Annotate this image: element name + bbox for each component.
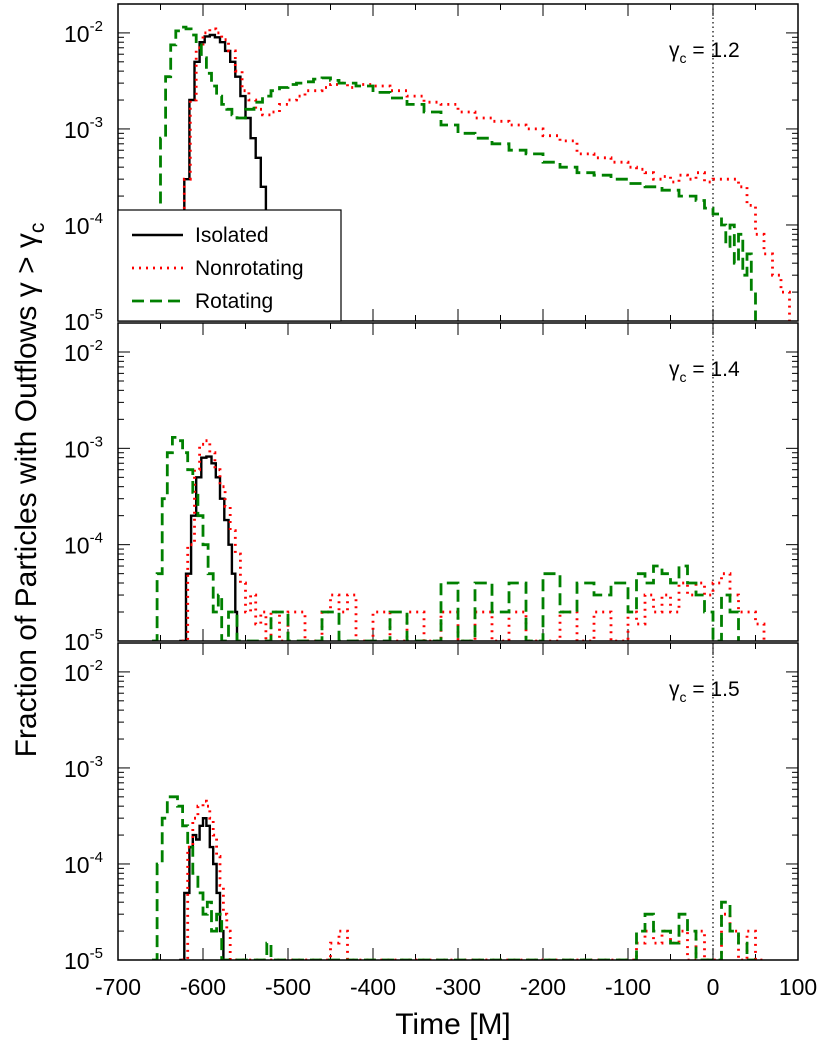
annotation-subscript: c: [680, 689, 687, 705]
legend-label-isolated: Isolated: [195, 224, 269, 247]
y-tick-base: 10: [64, 213, 90, 239]
series-nonrotating: [181, 799, 764, 960]
y-tick-exponent: -4: [90, 849, 103, 866]
legend: Isolated Nonrotating Rotating: [117, 209, 342, 322]
y-tick-exponent: -3: [90, 114, 103, 131]
y-tick-base: 10: [64, 660, 90, 686]
y-tick-label: 10-5: [64, 306, 103, 335]
y-tick-label: 10-5: [64, 945, 103, 974]
y-tick-base: 10: [64, 340, 90, 366]
series-isolated: [179, 455, 239, 641]
annotation-subscript: c: [680, 369, 687, 385]
panels-group: 10-510-410-310-2γc = 1.210-510-410-310-2…: [64, 3, 799, 974]
y-tick-label: 10-5: [64, 626, 103, 655]
gamma-threshold-annotation: γc = 1.2: [669, 39, 740, 66]
panel-frame: [117, 642, 799, 961]
y-tick-label: 10-2: [64, 657, 103, 686]
y-tick-base: 10: [64, 21, 90, 47]
x-tick-label: -700: [95, 974, 141, 1000]
x-tick-label: 0: [707, 974, 720, 1000]
y-tick-base: 10: [64, 117, 90, 143]
y-tick-label: 10-3: [64, 433, 103, 462]
series-nonrotating: [181, 439, 766, 641]
x-tick-label: -600: [180, 974, 226, 1000]
y-axis-label-subscript: c: [26, 223, 49, 234]
series-isolated: [177, 33, 268, 321]
y-tick-base: 10: [64, 852, 90, 878]
x-axis: -700 -600 -500 -400 -300 -200 -100 0 100: [95, 974, 817, 1000]
series-rotating: [152, 795, 756, 960]
y-tick-exponent: -3: [90, 753, 103, 770]
annotation-symbol: γ: [669, 358, 680, 381]
annotation-symbol: γ: [669, 678, 680, 701]
panel-frame: [117, 322, 799, 642]
gamma-threshold-annotation: γc = 1.5: [669, 678, 740, 705]
x-tick-label: -300: [435, 974, 481, 1000]
y-axis-label-group: Fraction of Particles with Outflows γ > …: [10, 223, 49, 758]
y-tick-exponent: -3: [90, 433, 103, 450]
y-tick-base: 10: [64, 436, 90, 462]
panel-1: 10-510-410-310-2γc = 1.2: [64, 3, 799, 335]
y-tick-base: 10: [64, 533, 90, 559]
annotation-value: = 1.5: [687, 678, 740, 701]
y-tick-exponent: -4: [90, 210, 103, 227]
annotation-value: = 1.2: [687, 39, 740, 62]
y-tick-base: 10: [64, 629, 90, 655]
series-group: [152, 436, 766, 641]
y-tick-label: 10-2: [64, 337, 103, 366]
x-tick-label: 100: [779, 974, 817, 1000]
x-tick-label: -100: [605, 974, 651, 1000]
x-tick-label: -200: [520, 974, 566, 1000]
y-tick-exponent: -4: [90, 530, 103, 547]
y-tick-label: 10-3: [64, 753, 103, 782]
y-tick-exponent: -2: [90, 657, 103, 674]
series-rotating: [152, 436, 740, 641]
y-tick-label: 10-3: [64, 114, 103, 143]
x-axis-label: Time [M]: [395, 1008, 511, 1041]
y-tick-base: 10: [64, 756, 90, 782]
y-tick-label: 10-4: [64, 530, 103, 559]
panel-frame: [117, 3, 799, 322]
y-tick-exponent: -5: [90, 945, 103, 962]
y-tick-label: 10-2: [64, 18, 103, 47]
panel-3: 10-510-410-310-2γc = 1.5: [64, 642, 799, 974]
annotation-subscript: c: [680, 50, 687, 66]
y-tick-exponent: -2: [90, 18, 103, 35]
series-group: [152, 795, 764, 960]
annotation-value: = 1.4: [687, 358, 740, 381]
y-tick-base: 10: [64, 309, 90, 335]
y-tick-exponent: -5: [90, 626, 103, 643]
series-rotating: [152, 25, 757, 321]
series-group: [152, 25, 791, 321]
y-axis-label-text: Fraction of Particles with Outflows γ > …: [10, 233, 43, 757]
panel-2: 10-510-410-310-2γc = 1.4: [64, 322, 799, 655]
annotation-symbol: γ: [669, 39, 680, 62]
y-tick-exponent: -2: [90, 337, 103, 354]
legend-label-nonrotating: Nonrotating: [195, 257, 304, 280]
legend-box: [117, 209, 342, 322]
x-tick-label: -500: [265, 974, 311, 1000]
y-tick-label: 10-4: [64, 849, 103, 878]
legend-label-rotating: Rotating: [195, 290, 273, 313]
y-axis-label: Fraction of Particles with Outflows γ > …: [10, 223, 49, 758]
gamma-threshold-annotation: γc = 1.4: [669, 358, 740, 385]
y-tick-exponent: -5: [90, 306, 103, 323]
y-tick-label: 10-4: [64, 210, 103, 239]
y-tick-base: 10: [64, 948, 90, 974]
x-tick-label: -400: [350, 974, 396, 1000]
